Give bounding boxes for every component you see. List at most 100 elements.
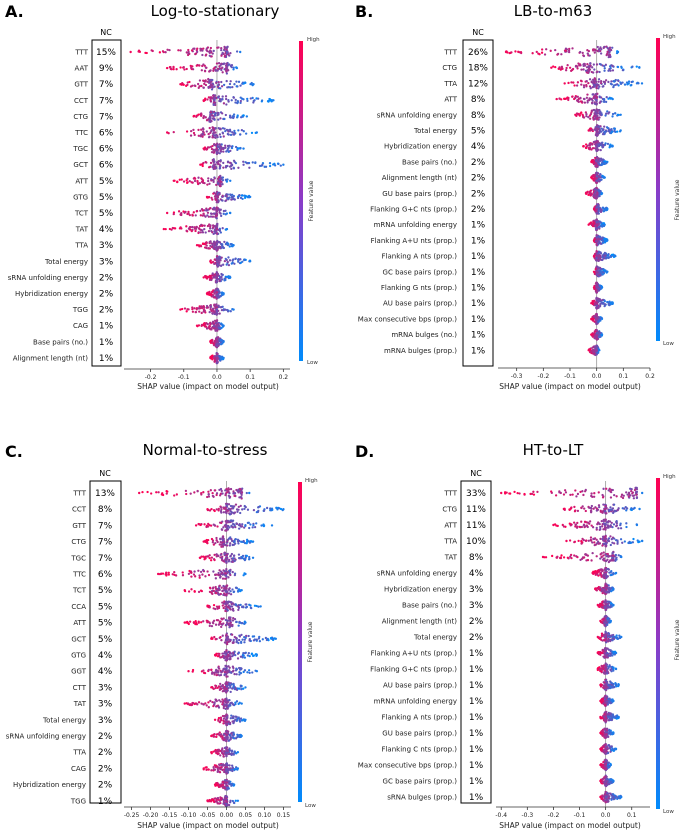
shap-point — [217, 240, 220, 244]
shap-point — [230, 242, 233, 246]
shap-point — [197, 244, 201, 247]
shap-point — [226, 601, 230, 605]
shap-point — [192, 573, 196, 576]
shap-point — [545, 48, 548, 51]
shap-point — [211, 52, 214, 55]
shap-point-max — [259, 605, 262, 608]
shap-point — [217, 593, 221, 596]
shap-point — [209, 46, 213, 50]
shap-point — [233, 132, 236, 136]
feature-label: TTT — [74, 49, 88, 57]
shap-point-max — [603, 223, 606, 226]
shap-point-max — [272, 99, 275, 102]
shap-point — [216, 67, 220, 71]
shap-point — [616, 65, 620, 69]
shap-point — [193, 84, 196, 87]
shap-point-min — [590, 333, 593, 336]
x-tick-label: 0.1 — [245, 374, 255, 381]
x-tick-label: 0.0 — [212, 374, 222, 381]
shap-point — [189, 134, 193, 137]
shap-point — [251, 96, 254, 100]
shap-point — [226, 178, 229, 181]
shap-point — [595, 296, 598, 300]
shap-point-max — [270, 524, 274, 527]
nc-value: 1% — [471, 221, 486, 231]
shap-point — [210, 178, 213, 181]
shap-point — [206, 306, 210, 309]
shap-point — [257, 637, 261, 640]
shap-point — [232, 590, 236, 593]
shap-point — [165, 492, 168, 495]
shap-point — [243, 638, 246, 641]
shap-point — [586, 63, 589, 66]
shap-point — [215, 492, 219, 495]
shap-point — [594, 94, 597, 97]
shap-point — [179, 49, 182, 52]
shap-point — [205, 277, 209, 280]
shap-point — [215, 227, 219, 230]
shap-point — [225, 558, 228, 561]
shap-point — [215, 362, 219, 365]
shap-point-min — [592, 254, 596, 258]
shap-point — [595, 140, 598, 144]
shap-point — [215, 161, 219, 164]
shap-point — [208, 126, 211, 130]
shap-point — [190, 588, 193, 591]
shap-point — [213, 357, 216, 360]
shap-point — [244, 505, 247, 509]
shap-point — [611, 46, 614, 49]
shap-point — [540, 48, 544, 51]
shap-point — [236, 590, 240, 593]
shap-point — [231, 543, 234, 547]
shap-point — [201, 49, 204, 52]
shap-point — [217, 176, 221, 179]
shap-point — [258, 640, 262, 643]
panel-title: Log-to-stationary — [151, 2, 280, 20]
shap-point — [626, 83, 629, 86]
shap-point — [234, 526, 237, 529]
shap-point — [585, 96, 589, 99]
shap-point — [198, 64, 201, 67]
shap-point — [598, 240, 601, 243]
feature-label: Base pairs (no.) — [33, 338, 88, 346]
shap-point — [213, 99, 216, 102]
shap-point — [215, 605, 219, 608]
shap-point — [208, 86, 212, 89]
shap-point-min — [202, 99, 205, 102]
shap-point — [204, 160, 207, 164]
shap-point — [582, 64, 585, 68]
shap-point — [182, 83, 185, 86]
shap-point — [574, 96, 577, 99]
shap-point — [238, 673, 241, 676]
shap-point-min — [205, 292, 209, 295]
shap-point — [202, 620, 205, 623]
shap-point — [242, 130, 245, 133]
shap-point — [231, 131, 234, 134]
shap-point — [220, 625, 223, 629]
shap-point — [582, 84, 586, 87]
swarm-cct — [202, 94, 275, 107]
shap-point — [213, 207, 217, 210]
shap-point — [595, 186, 598, 190]
shap-point — [248, 555, 251, 559]
shap-point — [614, 83, 617, 87]
shap-point — [518, 51, 521, 54]
shap-point — [601, 254, 604, 257]
nc-value: 5% — [99, 177, 114, 187]
shap-point — [207, 230, 211, 233]
swarm-srna-unfolding-energy — [574, 108, 622, 121]
shap-point — [247, 161, 251, 165]
shap-point — [197, 134, 200, 137]
shap-point — [591, 102, 594, 105]
shap-point — [219, 487, 223, 491]
feature-labels: TTTAATGTTCCTCTGTTCTGCGCTATTGTGTCTTATTTAT… — [8, 49, 89, 363]
shap-point — [197, 569, 200, 572]
shap-point — [235, 639, 239, 643]
swarm-gct — [199, 158, 285, 171]
shap-point — [217, 62, 221, 65]
shap-point — [204, 97, 207, 100]
shap-point — [219, 264, 223, 267]
x-tick-label: 0.1 — [619, 373, 629, 380]
shap-point-max — [600, 192, 604, 195]
feature-label: TGC — [72, 145, 88, 153]
